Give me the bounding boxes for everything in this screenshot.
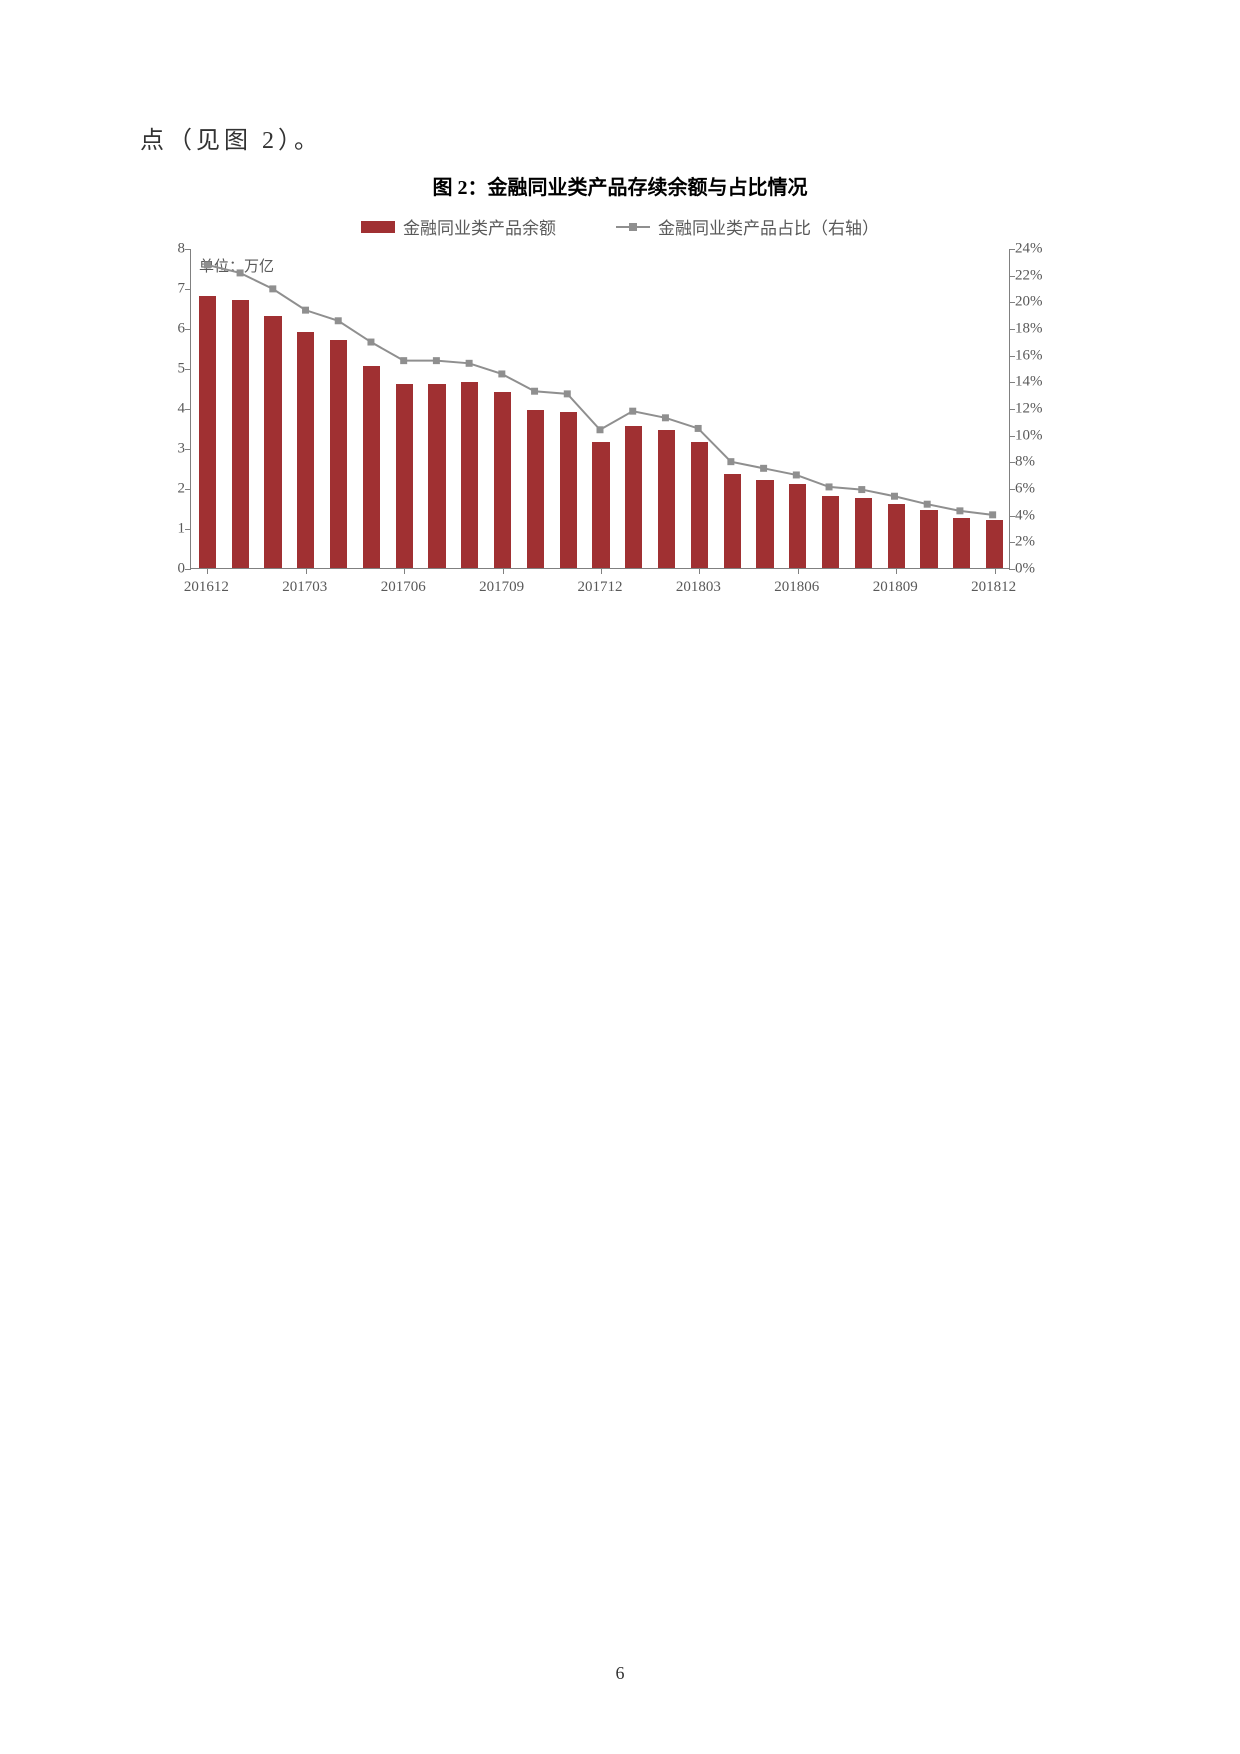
line-marker: [695, 425, 702, 432]
legend-bar-label: 金融同业类产品余额: [403, 214, 556, 239]
line-marker: [597, 426, 604, 433]
y-left-tick: [185, 449, 191, 450]
line-marker: [466, 360, 473, 367]
legend-line-label: 金融同业类产品占比（右轴）: [658, 214, 879, 239]
x-label: 201706: [381, 579, 426, 596]
chart-area: 单位：万亿 0123456780%2%4%6%8%10%12%14%16%18%…: [190, 249, 1010, 593]
x-label: 201809: [873, 579, 918, 596]
line-marker: [204, 261, 211, 268]
y-left-tick: [185, 409, 191, 410]
chart-title: 图 2：金融同业类产品存续余额与占比情况: [140, 171, 1100, 200]
y-left-tick: [185, 489, 191, 490]
y-right-tick: [1009, 542, 1015, 543]
y-right-tick: [1009, 356, 1015, 357]
line-marker: [269, 285, 276, 292]
y-left-tick: [185, 369, 191, 370]
line-marker: [662, 414, 669, 421]
chart-legend: 金融同业类产品余额 金融同业类产品占比（右轴）: [140, 214, 1100, 239]
line-marker: [858, 486, 865, 493]
legend-item-line: 金融同业类产品占比（右轴）: [616, 214, 879, 239]
line-swatch-icon: [616, 226, 650, 228]
y-left-tick: [185, 249, 191, 250]
bar-swatch-icon: [361, 221, 395, 233]
line-marker: [237, 269, 244, 276]
y-right-tick: [1009, 329, 1015, 330]
x-label: 201703: [282, 579, 327, 596]
line-marker: [727, 458, 734, 465]
x-label: 201803: [676, 579, 721, 596]
line-marker: [924, 501, 931, 508]
y-right-tick: [1009, 382, 1015, 383]
line-marker: [826, 483, 833, 490]
y-right-tick: [1009, 436, 1015, 437]
trend-line: [207, 265, 992, 515]
y-right-tick: [1009, 302, 1015, 303]
line-marker: [400, 357, 407, 364]
line-marker: [891, 493, 898, 500]
line-marker: [433, 357, 440, 364]
line-marker: [793, 471, 800, 478]
line-marker: [531, 388, 538, 395]
line-marker: [302, 307, 309, 314]
x-label: 201712: [578, 579, 623, 596]
y-right-tick: [1009, 249, 1015, 250]
line-marker: [498, 370, 505, 377]
y-right-tick: [1009, 489, 1015, 490]
y-right-tick: [1009, 516, 1015, 517]
page-number: 6: [616, 1663, 625, 1684]
line-marker: [760, 465, 767, 472]
chart-plot: 单位：万亿 0123456780%2%4%6%8%10%12%14%16%18%…: [190, 249, 1010, 569]
x-label: 201612: [184, 579, 229, 596]
y-right-tick: [1009, 276, 1015, 277]
x-axis: 2016122017032017062017092017122018032018…: [190, 569, 1010, 593]
line-marker: [335, 317, 342, 324]
y-right-tick: [1009, 462, 1015, 463]
y-left-tick: [185, 529, 191, 530]
y-right-tick: [1009, 409, 1015, 410]
line-marker: [367, 339, 374, 346]
legend-item-bar: 金融同业类产品余额: [361, 214, 556, 239]
body-text: 点（见图 2）。: [140, 120, 1100, 155]
x-label: 201806: [774, 579, 819, 596]
x-label: 201709: [479, 579, 524, 596]
line-marker: [989, 511, 996, 518]
line-marker: [629, 408, 636, 415]
line-marker: [564, 390, 571, 397]
y-left-tick: [185, 289, 191, 290]
y-left-tick: [185, 329, 191, 330]
x-label: 201812: [971, 579, 1016, 596]
line-series: [191, 249, 1009, 568]
line-marker: [956, 507, 963, 514]
